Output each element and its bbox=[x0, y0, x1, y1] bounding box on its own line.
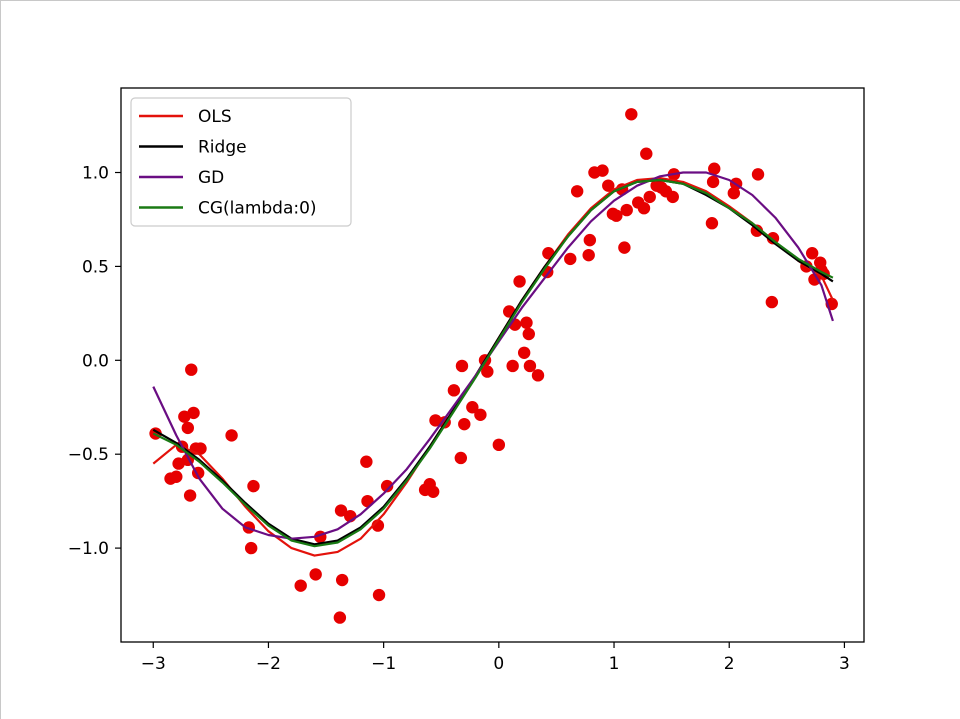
scatter-point bbox=[705, 217, 719, 230]
legend-label: GD bbox=[198, 168, 224, 188]
scatter-point bbox=[225, 429, 238, 442]
scatter-point bbox=[334, 504, 348, 517]
y-tick-label: 0.5 bbox=[82, 257, 109, 277]
scatter-point bbox=[194, 442, 207, 455]
x-tick-label: 3 bbox=[839, 654, 850, 674]
scatter-point bbox=[618, 241, 631, 254]
scatter-point bbox=[294, 579, 307, 592]
x-tick-label: −2 bbox=[256, 654, 281, 674]
scatter-point bbox=[523, 359, 537, 373]
scatter-point bbox=[447, 384, 461, 397]
scatter-point bbox=[596, 164, 609, 177]
scatter-point bbox=[531, 369, 545, 382]
scatter-point bbox=[517, 346, 531, 359]
scatter-point bbox=[335, 573, 349, 587]
scatter-point bbox=[492, 438, 506, 452]
scatter-point bbox=[602, 179, 615, 192]
scatter-point bbox=[637, 201, 651, 215]
legend-box bbox=[130, 97, 352, 227]
legend-label: CG(lambda:0) bbox=[198, 199, 317, 219]
scatter-point bbox=[513, 275, 526, 288]
scatter-point bbox=[765, 295, 779, 309]
scatter-point bbox=[522, 327, 535, 341]
x-tick-label: 2 bbox=[724, 654, 735, 674]
scatter-point bbox=[620, 203, 633, 217]
scatter-point bbox=[708, 162, 721, 175]
scatter-point bbox=[751, 168, 765, 181]
axes-frame bbox=[120, 87, 865, 643]
x-tick-label: −1 bbox=[371, 654, 396, 674]
scatter-point bbox=[360, 455, 373, 468]
scatter-point bbox=[466, 401, 479, 414]
scatter-point bbox=[640, 147, 653, 160]
series-line-cg-lambda-0 bbox=[152, 178, 834, 548]
screen-top-edge bbox=[0, 0, 960, 1]
x-tick-label: −3 bbox=[141, 654, 166, 674]
scatter-point bbox=[481, 365, 494, 378]
scatter-point bbox=[244, 541, 258, 555]
legend-label: OLS bbox=[198, 107, 232, 127]
legend: OLS Ridge GD CG(lambda:0) bbox=[130, 97, 352, 227]
scatter-point bbox=[506, 359, 519, 373]
x-tick-label: 1 bbox=[609, 654, 620, 674]
scatter-point bbox=[805, 247, 819, 260]
scatter-point bbox=[564, 252, 577, 266]
scatter-point bbox=[454, 451, 468, 465]
y-tick-label: 1.0 bbox=[82, 164, 109, 184]
scatter-point bbox=[426, 485, 440, 498]
scatter-point bbox=[429, 414, 442, 427]
y-tick-label: −0.5 bbox=[68, 445, 109, 465]
scatter-point bbox=[582, 248, 595, 262]
scatter-point bbox=[170, 470, 183, 483]
scatter-point bbox=[666, 190, 679, 204]
x-tick-label: 0 bbox=[493, 654, 504, 674]
y-tick-label: −1.0 bbox=[68, 539, 109, 559]
screen-left-edge bbox=[0, 0, 1, 719]
scatter-point bbox=[727, 186, 741, 200]
scatter-point bbox=[474, 408, 487, 421]
series-line-ols bbox=[152, 177, 834, 557]
axis-ticks: −3 −2 −1 0 1 2 3 −1.0 −0.5 0.0 0.5 1.0 bbox=[68, 164, 850, 674]
scatter-point bbox=[309, 568, 322, 581]
y-tick-label: 0.0 bbox=[82, 351, 109, 371]
scatter-point bbox=[808, 273, 821, 286]
scatter-point bbox=[643, 190, 656, 204]
scatter-point bbox=[333, 611, 347, 624]
scatter-point bbox=[372, 588, 386, 602]
scatter-point bbox=[380, 479, 394, 493]
scatter-point bbox=[520, 316, 533, 329]
scatter-point bbox=[458, 417, 471, 431]
scatter-point bbox=[610, 209, 623, 222]
scatter-point bbox=[185, 363, 198, 376]
scatter-point bbox=[583, 233, 597, 247]
plot-marks bbox=[149, 108, 838, 624]
scatter-point bbox=[706, 175, 720, 189]
scatter-point bbox=[625, 108, 638, 121]
scatter-point bbox=[183, 489, 197, 502]
scatter-point bbox=[181, 421, 195, 435]
legend-label: Ridge bbox=[198, 138, 247, 158]
scatter-point bbox=[455, 359, 469, 373]
scatter-point bbox=[570, 185, 584, 198]
scatter-point bbox=[187, 406, 200, 420]
scatter-point bbox=[247, 479, 260, 493]
